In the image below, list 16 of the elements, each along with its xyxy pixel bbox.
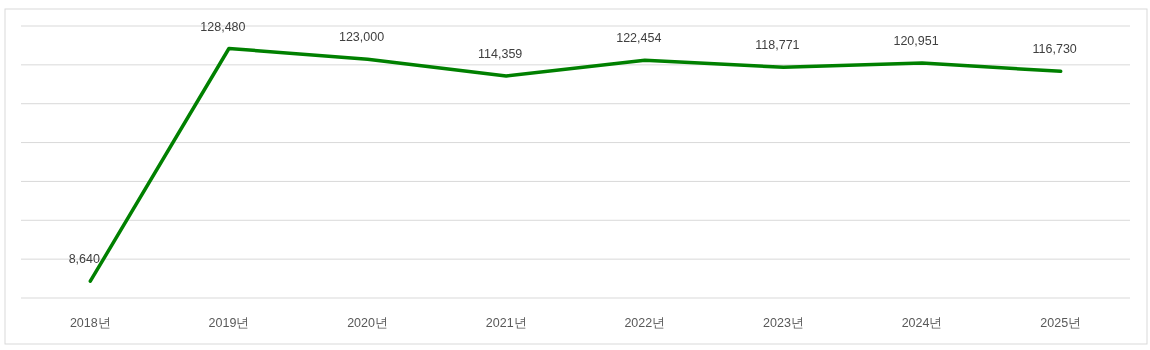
- x-tick-label: 2023년: [763, 316, 804, 330]
- x-tick-label: 2025년: [1040, 316, 1082, 330]
- data-label: 122,454: [616, 31, 662, 46]
- data-label: 8,640: [68, 252, 100, 267]
- x-tick-label: 2020년: [347, 316, 388, 330]
- data-label: 128,480: [200, 19, 246, 34]
- data-label: 118,771: [755, 38, 800, 53]
- x-tick-label: 2022년: [624, 316, 666, 330]
- data-label: 114,359: [478, 46, 523, 61]
- x-tick-label: 2021년: [485, 316, 527, 330]
- x-tick-label: 2018년: [69, 316, 111, 330]
- x-tick-label: 2019년: [208, 316, 250, 330]
- data-label: 116,730: [1032, 42, 1077, 57]
- data-label: 123,000: [338, 30, 385, 45]
- x-tick-label: 2024년: [901, 316, 943, 330]
- data-label: 120,951: [893, 34, 939, 49]
